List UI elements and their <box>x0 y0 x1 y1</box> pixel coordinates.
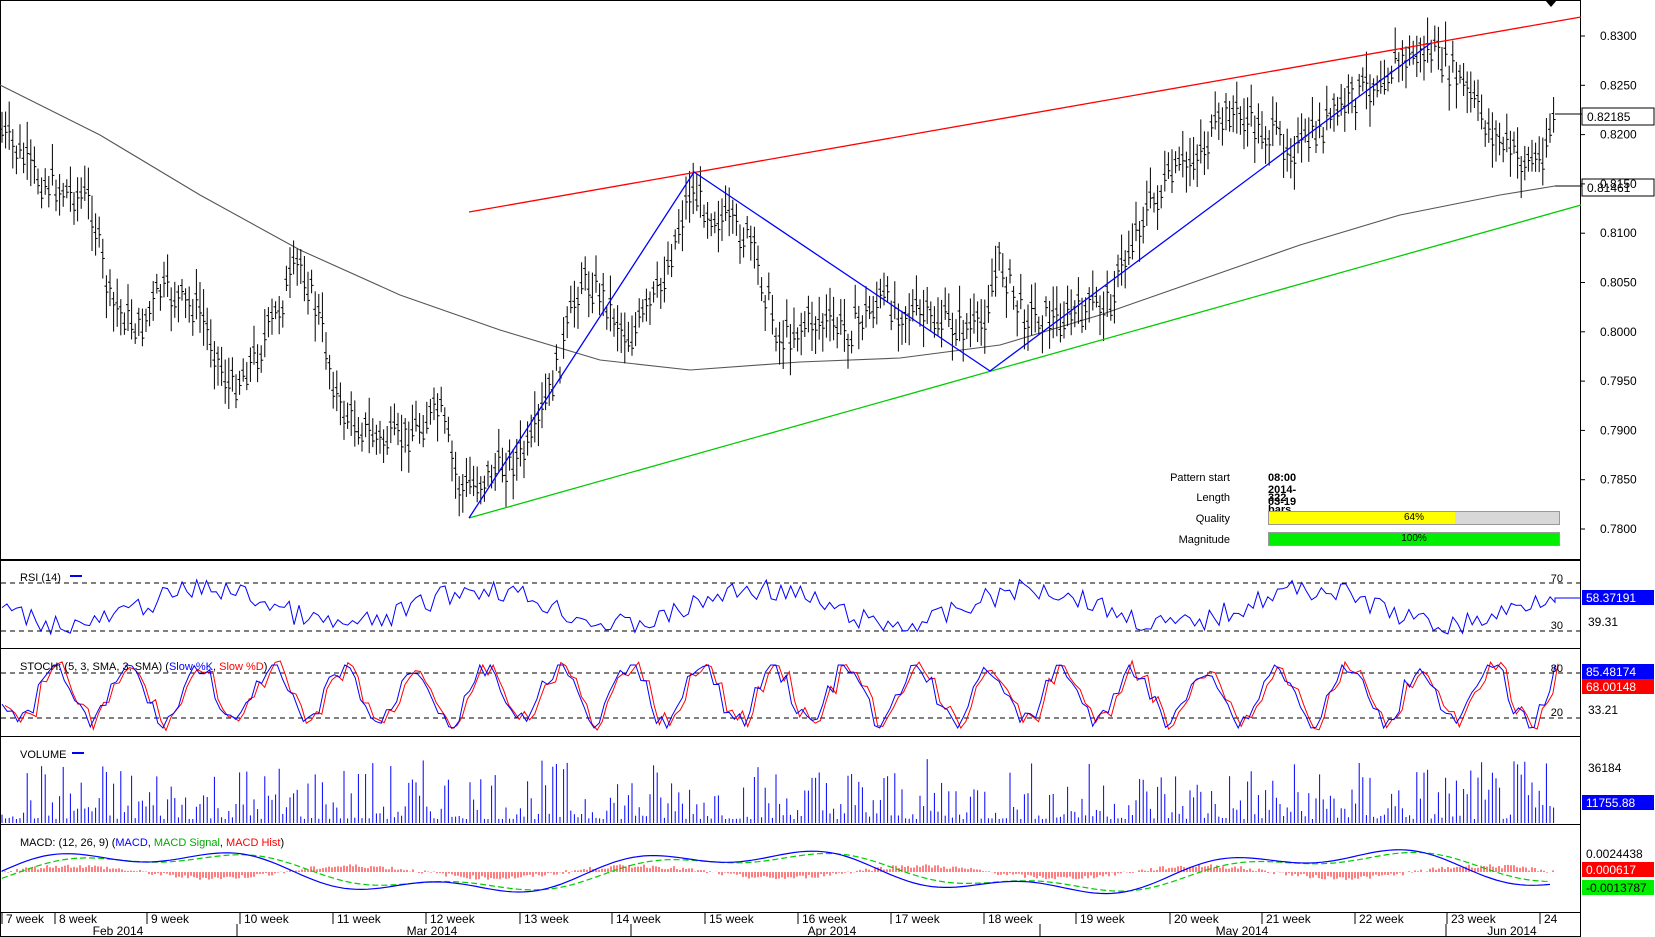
support-trendline[interactable] <box>468 204 1582 519</box>
volume-axis-label: 36184 <box>1588 761 1622 775</box>
stoch-d-line[interactable] <box>4 659 1559 732</box>
price-candles[interactable] <box>0 17 1556 517</box>
volume-title: VOLUME <box>20 749 66 761</box>
week-label: 12 week <box>430 912 476 926</box>
macd-line[interactable] <box>1 849 1551 895</box>
stoch-axis-label: 33.21 <box>1588 703 1618 717</box>
rsi-line[interactable] <box>1 578 1581 636</box>
rsi-current-label-bg <box>1582 590 1654 605</box>
week-label: 9 week <box>151 912 190 926</box>
quality-bar: 64% <box>1268 511 1560 525</box>
price-panel[interactable] <box>0 0 1581 560</box>
pattern-start-value: 08:00 2014-03-19 <box>1268 472 1297 508</box>
month-label: Apr 2014 <box>808 924 857 937</box>
price-axis-label: 0.7850 <box>1600 473 1637 487</box>
quality-label: Quality <box>1195 513 1230 525</box>
moving-average-line <box>0 84 1556 371</box>
week-label: 23 week <box>1451 912 1497 926</box>
pattern-start-label: Pattern start <box>1170 472 1230 484</box>
quality-value: 64% <box>1403 512 1424 523</box>
price-axis-label: 0.7900 <box>1600 423 1637 437</box>
week-label: 16 week <box>802 912 848 926</box>
price-axis: 0.8300 0.8250 0.8200 0.8150 0.8100 0.8050 0.80… <box>1580 29 1637 536</box>
week-label: 13 week <box>524 912 570 926</box>
stoch-level-high-label: 80 <box>1551 663 1563 675</box>
week-label: 24 <box>1544 912 1558 926</box>
pattern-zigzag-line[interactable] <box>468 42 1432 519</box>
week-label: 20 week <box>1174 912 1220 926</box>
price-axis-label: 0.8100 <box>1600 226 1637 240</box>
macd-label: 0.000617 <box>1586 863 1636 877</box>
month-label: Jun 2014 <box>1487 924 1537 937</box>
macd-axis-label: 0.0024438 <box>1586 847 1643 861</box>
week-label: 11 week <box>337 912 382 926</box>
week-label: 10 week <box>244 912 290 926</box>
magnitude-bar-fill <box>1269 533 1559 545</box>
week-label: 17 week <box>895 912 941 926</box>
rsi-panel[interactable] <box>0 560 1581 649</box>
price-axis-label: 0.8300 <box>1600 29 1637 43</box>
macd-title: MACD: (12, 26, 9) (MACD, MACD Signal, MA… <box>20 837 284 849</box>
week-label: 21 week <box>1266 912 1312 926</box>
week-label: 8 week <box>59 912 98 926</box>
ma-curve <box>0 84 1556 371</box>
stoch-k-label-bg <box>1582 664 1654 679</box>
month-label: May 2014 <box>1216 924 1269 937</box>
month-label: Feb 2014 <box>93 924 144 937</box>
price-axis-label: 0.7800 <box>1600 522 1637 536</box>
week-label: 7 week <box>6 912 45 926</box>
volume-bars[interactable] <box>1 759 1555 823</box>
macd-signal-label-bg <box>1582 880 1654 895</box>
rsi-current-label: 58.37191 <box>1586 591 1636 605</box>
length-label: Length <box>1196 492 1230 504</box>
stoch-d-label: 68.00148 <box>1586 680 1636 694</box>
scroll-marker-icon[interactable] <box>1545 0 1557 7</box>
macd-label-bg <box>1582 862 1654 877</box>
rsi-level-low-label: 30 <box>1551 620 1563 632</box>
week-label: 14 week <box>616 912 662 926</box>
resistance-trendline[interactable] <box>468 16 1582 213</box>
macd-signal-line[interactable] <box>1 851 1551 892</box>
week-label: 22 week <box>1359 912 1405 926</box>
week-label: 19 week <box>1080 912 1126 926</box>
macd-signal-label: -0.0013787 <box>1586 881 1647 895</box>
week-label: 18 week <box>988 912 1034 926</box>
macd-histogram[interactable] <box>1 864 1554 880</box>
rsi-title: RSI (14) <box>20 572 61 584</box>
quality-bar-fill <box>1269 512 1455 524</box>
stoch-level-low-label: 20 <box>1551 707 1563 719</box>
volume-panel[interactable] <box>0 736 1581 825</box>
price-axis-label: 0.8250 <box>1600 78 1637 92</box>
price-axis-label: 0.8050 <box>1600 276 1637 290</box>
magnitude-label: Magnitude <box>1178 534 1230 546</box>
volume-current-label: 11755.88 <box>1586 796 1635 810</box>
stoch-k-line[interactable] <box>1 663 1556 730</box>
price-axis-label: 0.8000 <box>1600 325 1637 339</box>
rsi-axis-label: 39.31 <box>1588 615 1618 629</box>
month-label: Mar 2014 <box>407 924 458 937</box>
stoch-d-label-bg <box>1582 679 1654 694</box>
volume-current-label-bg <box>1582 795 1654 810</box>
week-label: 15 week <box>709 912 755 926</box>
magnitude-bar: 100% <box>1268 532 1560 546</box>
price-axis-label: 0.8200 <box>1600 128 1637 142</box>
price-axis-label: 0.8150 <box>1600 177 1637 191</box>
stoch-title: STOCH: (5, 3, SMA, 3, SMA) (Slow %K, Slo… <box>20 661 267 673</box>
magnitude-value: 100% <box>1401 533 1427 544</box>
rsi-level-high-label: 70 <box>1551 573 1563 585</box>
stoch-k-label: 85.48174 <box>1586 665 1636 679</box>
ma-price-label: 0.81461 <box>1587 181 1631 195</box>
price-axis-label: 0.7950 <box>1600 374 1637 388</box>
current-price-label: 0.82185 <box>1587 110 1631 124</box>
time-axis-labels: 7 week 8 week 9 week 10 week 11 week 12 week 1… <box>1 912 1558 937</box>
